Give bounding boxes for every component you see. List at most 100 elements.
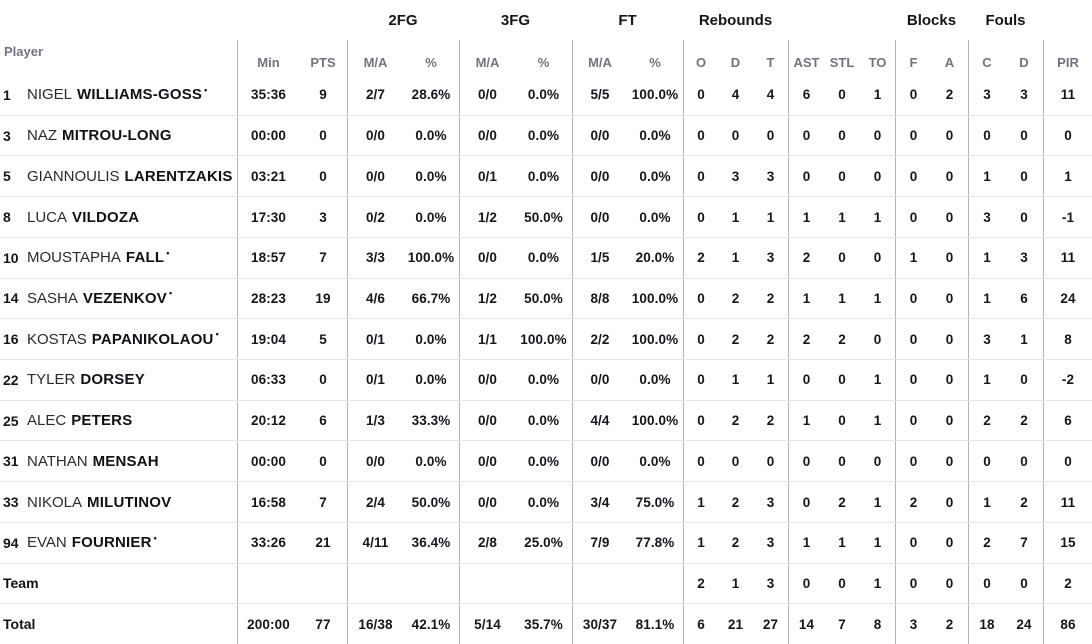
player-first-name: LUCA (27, 208, 68, 226)
stat-reb-d: 1 (731, 209, 740, 225)
stat-reb-o: 6 (683, 604, 718, 644)
stat-foul-c: 18 (968, 604, 1005, 644)
player-cell[interactable]: 22 TYLER DORSEY (0, 360, 237, 400)
stat-ast: 0 (788, 563, 824, 604)
player-row[interactable]: 33 NIKOLA MILUTINOV 16:58 7 2/4 50.0% 0/0 0.0% 3/… (0, 482, 1092, 523)
stat-pir: -1 (1043, 197, 1092, 237)
stat-blk-f: 2 (895, 482, 931, 522)
stat-blk-a: 0 (945, 250, 954, 266)
stat-2fg-ma: 0/0 (347, 115, 403, 156)
player-row[interactable]: 3 NAZ MITROU-LONG 00:00 0 0/0 0.0% 0/0 0.0% 0/0 0.… (0, 115, 1092, 157)
player-row[interactable]: 16 KOSTAS PAPANIKOLAOU • 19:04 5 0/1 0.0% 1/1 100… (0, 319, 1092, 361)
player-first-name: NAZ (27, 127, 57, 145)
stat-pts: 0 (319, 168, 327, 184)
stat-ast: 1 (788, 522, 824, 563)
player-cell[interactable]: 1 NIGEL WILLIAMS-GOSS • (0, 75, 237, 115)
stat-to: 1 (873, 494, 882, 510)
group-header-ft: FT (618, 11, 637, 29)
stat-pir: 8 (1043, 319, 1092, 360)
player-cell[interactable]: 10 MOUSTAPHA FALL • (0, 238, 237, 278)
player-first-name: ALEC (27, 412, 67, 430)
stat-pir: -2 (1043, 360, 1092, 400)
stat-3fg-ma: 1/1 (459, 319, 515, 360)
stat-2fg-ma: 16/38 (347, 604, 403, 644)
stat-stl: 0 (838, 168, 846, 184)
starter-indicator: • (166, 247, 170, 258)
stat-3fg-pct: 0.0% (527, 413, 560, 429)
stat-2fg-ma: 1/3 (347, 400, 403, 441)
player-number: 3 (3, 127, 11, 144)
stat-reb-o: 0 (683, 75, 718, 115)
stat-reb-t: 4 (766, 87, 775, 103)
column-header-3fg-pct: % (537, 55, 550, 70)
starter-indicator: • (153, 532, 157, 543)
stat-pts: 0 (319, 128, 327, 144)
group-header-row: 2FG 3FG FT Rebounds Blocks Fouls (0, 0, 1092, 40)
stat-2fg-ma (347, 563, 403, 604)
stat-min: 17:30 (237, 197, 299, 237)
player-cell[interactable]: 3 NAZ MITROU-LONG (0, 116, 237, 156)
stat-blk-a: 2 (945, 616, 954, 632)
player-cell[interactable]: 25 ALEC PETERS (0, 401, 237, 441)
player-row[interactable]: 8 LUCA VILDOZA 17:30 3 0/2 0.0% 1/2 50.0% 0/0 0.0%… (0, 197, 1092, 238)
player-row[interactable]: 1 NIGEL WILLIAMS-GOSS • 35:36 9 2/7 28.6% 0/0 0.0… (0, 75, 1092, 116)
stat-reb-d: 0 (731, 128, 740, 144)
player-cell[interactable]: 94 EVAN FOURNIER • (0, 523, 237, 563)
stat-foul-c: 2 (968, 522, 1005, 563)
player-row[interactable]: 94 EVAN FOURNIER • 33:26 21 4/11 36.4% 2/8 25.0% 7… (0, 522, 1092, 564)
stat-2fg-pct: 0.0% (415, 168, 447, 184)
player-row[interactable]: 22 TYLER DORSEY 06:33 0 0/1 0.0% 0/0 0.0% 0/0 0.0%… (0, 360, 1092, 401)
stat-3fg-pct: 50.0% (524, 209, 563, 225)
stat-blk-a: 0 (945, 494, 954, 510)
stat-3fg-ma: 5/14 (459, 604, 515, 644)
stat-to: 1 (873, 87, 882, 103)
stat-reb-o: 0 (683, 156, 718, 197)
stat-pts: 7 (319, 494, 327, 510)
stat-reb-t: 2 (766, 413, 775, 429)
player-first-name: GIANNOULIS (27, 167, 120, 185)
player-last-name: FOURNIER (71, 534, 152, 552)
stat-pir: 0 (1043, 115, 1092, 156)
stat-reb-d: 2 (731, 413, 740, 429)
stat-ft-ma: 0/0 (572, 115, 627, 156)
stat-stl: 1 (838, 209, 846, 225)
player-row[interactable]: 31 NATHAN MENSAH 00:00 0 0/0 0.0% 0/0 0.0% 0/0 0.0… (0, 441, 1092, 483)
group-header-blocks: Blocks (906, 11, 957, 29)
stat-reb-d: 2 (731, 290, 740, 306)
stat-pir: 24 (1043, 278, 1092, 319)
stat-ast: 0 (788, 441, 824, 482)
stat-reb-t: 0 (766, 128, 775, 144)
player-cell[interactable]: 33 NIKOLA MILUTINOV (0, 482, 237, 522)
stat-3fg-pct: 0.0% (527, 250, 560, 266)
group-header-fouls: Fouls (985, 11, 1026, 29)
player-cell[interactable]: 5 GIANNOULIS LARENTZAKIS (0, 156, 237, 196)
player-last-name: FALL (125, 249, 165, 267)
stat-blk-f: 0 (895, 400, 931, 441)
team-row-label: Team (3, 575, 39, 592)
stat-reb-t: 3 (766, 168, 775, 184)
stat-3fg-ma: 0/0 (459, 75, 515, 115)
player-cell[interactable]: 14 SASHA VEZENKOV • (0, 279, 237, 319)
column-header-blk-a: A (944, 55, 955, 70)
stat-to: 0 (873, 168, 882, 184)
stat-blk-f: 0 (895, 278, 931, 319)
player-cell[interactable]: 8 LUCA VILDOZA (0, 197, 237, 237)
player-cell[interactable]: 31 NATHAN MENSAH (0, 441, 237, 481)
stat-reb-t: 2 (766, 331, 775, 347)
stat-2fg-ma: 0/1 (347, 319, 403, 360)
stat-reb-d: 1 (731, 250, 740, 266)
player-row[interactable]: 5 GIANNOULIS LARENTZAKIS 03:21 0 0/0 0.0% 0/1 0.… (0, 156, 1092, 198)
stat-reb-d: 1 (731, 372, 740, 388)
stat-foul-c: 1 (968, 237, 1005, 278)
stat-to: 1 (873, 575, 882, 591)
stat-pts: 3 (319, 209, 327, 225)
player-row[interactable]: 25 ALEC PETERS 20:12 6 1/3 33.3% 0/0 0.0% 4/4 100.… (0, 400, 1092, 442)
player-row[interactable]: 14 SASHA VEZENKOV • 28:23 19 4/6 66.7% 1/2 50.0% 8… (0, 278, 1092, 320)
stat-min: 28:23 (237, 278, 299, 319)
stat-reb-o: 0 (683, 441, 718, 482)
stat-ft-pct (627, 564, 683, 604)
player-row[interactable]: 10 MOUSTAPHA FALL • 18:57 7 3/3 100.0% 0/0 0.0% 1/… (0, 237, 1092, 279)
stat-3fg-ma: 0/0 (459, 115, 515, 156)
player-cell[interactable]: 16 KOSTAS PAPANIKOLAOU • (0, 319, 237, 359)
stat-pir: 11 (1043, 75, 1092, 115)
